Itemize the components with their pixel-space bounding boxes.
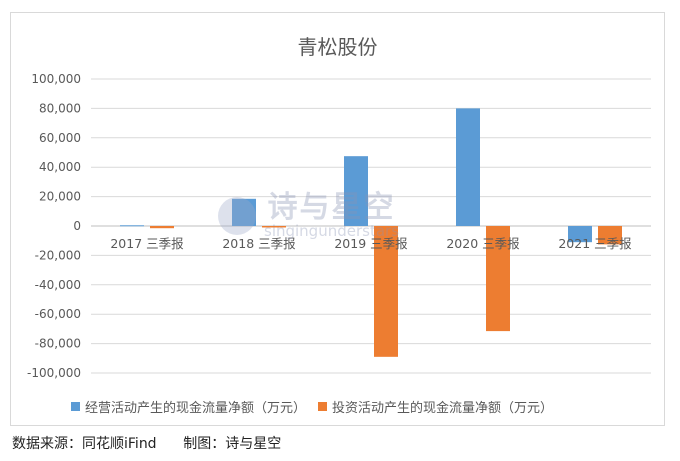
bar-operating xyxy=(344,156,368,226)
y-tick-label: 80,000 xyxy=(39,101,81,115)
legend: 经营活动产生的现金流量净额（万元） 投资活动产生的现金流量净额（万元） xyxy=(71,397,565,416)
bar-investing xyxy=(598,226,622,245)
bar-operating xyxy=(232,198,256,226)
x-tick-label: 2018 三季报 xyxy=(222,236,296,251)
bar-investing xyxy=(262,226,286,228)
y-tick-labels: 100,000 80,000 60,000 40,000 20,000 0 -20,000 -… xyxy=(27,72,81,380)
y-tick-label: -100,000 xyxy=(27,366,81,380)
legend-swatch-investing xyxy=(318,402,328,411)
x-tick-label: 2021 三季报 xyxy=(558,236,632,251)
x-tick-label: 2017 三季报 xyxy=(110,236,184,251)
y-tick-label: 40,000 xyxy=(39,160,81,174)
y-tick-label: -60,000 xyxy=(35,307,81,321)
chart-title: 青松股份 xyxy=(297,35,378,59)
y-tick-label: -20,000 xyxy=(35,248,81,262)
bars xyxy=(120,108,622,357)
bar-operating xyxy=(120,225,144,227)
legend-label-operating: 经营活动产生的现金流量净额（万元） xyxy=(85,401,307,416)
bar-investing xyxy=(374,226,398,357)
plot-area: 100,000 80,000 60,000 40,000 20,000 0 -20,000 -… xyxy=(27,72,651,380)
legend-swatch-operating xyxy=(71,402,80,411)
y-tick-label: 100,000 xyxy=(31,72,81,86)
gridlines xyxy=(91,78,651,374)
bar-operating xyxy=(568,226,592,243)
bar-operating xyxy=(456,108,480,226)
x-tick-labels: 2017 三季报 2018 三季报 2019 三季报 2020 三季报 2021 三季报 xyxy=(110,236,632,251)
data-source-text: 数据来源：同花顺iFind xyxy=(12,436,157,452)
bar-investing xyxy=(486,226,510,332)
chart-frame: 青松股份 100,000 80,000 60,000 40,000 20,000 0 -20… xyxy=(10,12,665,426)
legend-item-investing: 投资活动产生的现金流量净额（万元） xyxy=(318,397,553,416)
legend-item-operating: 经营活动产生的现金流量净额（万元） xyxy=(71,397,306,416)
y-tick-label: 60,000 xyxy=(39,131,81,145)
y-tick-label: -40,000 xyxy=(35,278,81,292)
y-tick-label: -80,000 xyxy=(35,337,81,351)
x-tick-label: 2019 三季报 xyxy=(334,236,408,251)
x-tick-label: 2020 三季报 xyxy=(446,236,520,251)
footer: 数据来源：同花顺iFind 制图：诗与星空 xyxy=(12,433,281,453)
legend-label-investing: 投资活动产生的现金流量净额（万元） xyxy=(332,401,554,416)
y-tick-label: 0 xyxy=(73,219,81,233)
chart-author-text: 制图：诗与星空 xyxy=(183,436,282,452)
y-tick-label: 20,000 xyxy=(39,190,81,204)
bar-investing xyxy=(150,226,174,229)
